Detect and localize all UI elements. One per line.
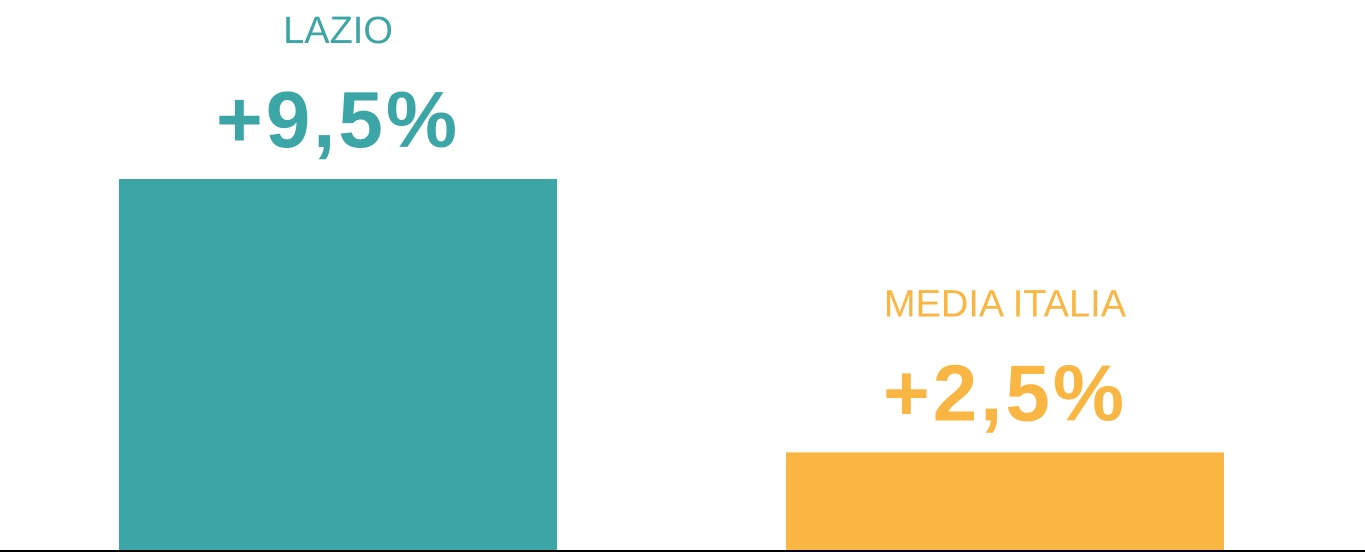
category-label: MEDIA ITALIA [884,283,1127,325]
bar [786,452,1224,550]
value-label: +2,5% [883,348,1127,437]
bar [119,179,557,550]
value-label: +9,5% [216,75,460,164]
category-label: LAZIO [283,10,393,52]
